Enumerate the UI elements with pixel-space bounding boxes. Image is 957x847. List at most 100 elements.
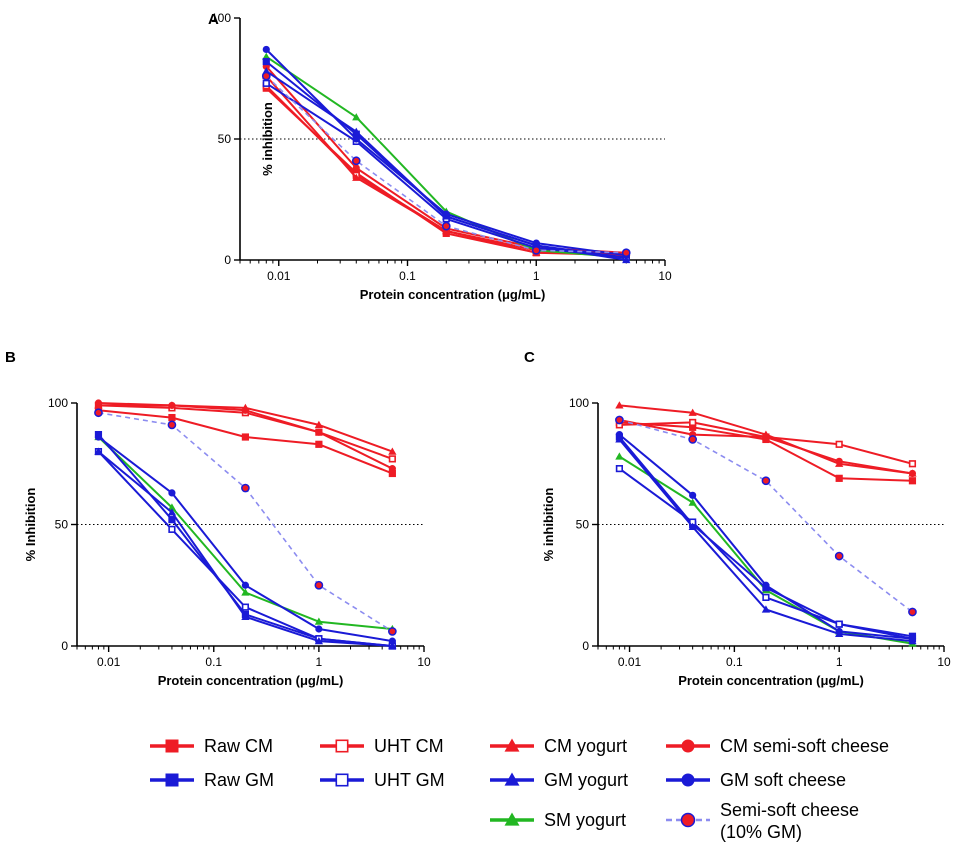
data-point [762,581,770,589]
legend-label: Raw GM [204,770,274,790]
legend-marker [165,773,179,787]
y-axis-title: % inhibition [260,102,275,176]
data-point [241,483,250,493]
data-point [352,135,360,143]
data-point [241,406,250,414]
data-point [761,476,771,486]
series-gm-yogurt [94,447,397,650]
legend-marker [680,812,696,828]
y-tick-label: 50 [218,132,232,146]
data-point [835,440,843,448]
x-tick-label: 1 [533,269,540,283]
legend-item-gm-soft-cheese: GM soft cheese [666,770,846,790]
series-raw-cm [94,406,396,478]
legend-item-gm-yogurt: GM yogurt [490,770,628,790]
series-line-cm-semi-soft-cheese [619,419,913,475]
data-point [388,641,397,650]
data-point [615,430,623,439]
data-point [689,491,697,499]
data-point [241,603,250,611]
data-point [262,79,270,87]
data-point [441,221,451,231]
data-point [94,399,103,407]
data-point [168,413,176,422]
data-point [762,593,770,601]
data-point [621,248,631,258]
legend-item-cm-semi-soft-cheese: CM semi-soft cheese [666,736,889,756]
data-point [94,447,103,455]
data-point [241,433,250,441]
data-point [835,627,843,636]
data-point [615,415,624,425]
data-point [167,420,177,430]
y-tick-label: 100 [211,11,231,25]
series-semi-soft-cheese-10-gm [615,415,917,617]
data-point [241,612,250,620]
series-gm-soft-cheese [94,433,396,645]
legend-marker [504,772,520,786]
data-point [314,637,324,645]
legend-label: Raw CM [204,736,273,756]
y-tick-label: 0 [61,639,68,653]
legend-label: CM semi-soft cheese [720,736,889,756]
data-point [615,465,623,473]
x-axis-title: Protein concentration (μg/mL) [158,673,344,688]
data-point [442,210,450,218]
y-axis-title: % Inhibition [23,488,38,562]
legend-marker [335,739,349,753]
x-tick-label: 1 [316,655,323,669]
series-cm-semi-soft-cheese [94,399,396,473]
data-point [94,433,103,441]
legend-item-raw-cm: Raw CM [150,736,273,756]
series-semi-soft-cheese-10-gm [94,408,397,636]
data-point [314,617,324,625]
x-axis-title: Protein concentration (μg/mL) [360,287,546,302]
x-tick-label: 0.01 [97,655,121,669]
data-point [94,408,103,418]
legend-item-raw-gm: Raw GM [150,770,274,790]
data-point [688,498,697,506]
data-point [834,551,844,561]
data-point [622,255,631,264]
data-point [388,627,397,636]
data-point [168,489,176,497]
legend-item-uht-gm: UHT GM [320,770,445,790]
legend-item-uht-cm: UHT CM [320,736,444,756]
series-gm-soft-cheese [262,45,630,259]
data-point [835,620,843,628]
x-tick-label: 0.01 [267,269,291,283]
series-sm-yogurt [94,432,397,633]
panel-b: B 0 50 100 0.01 0.1 1 10 Protein concentration (… [5,349,431,688]
legend-label: CM yogurt [544,736,627,756]
panel-letter-a: A [208,11,219,28]
data-point [168,516,176,524]
y-tick-label: 0 [582,639,589,653]
legend: Raw CM Raw GM UHT CM UHT GM CM yogurt GM yogu… [150,736,889,842]
data-point [352,127,361,135]
x-axis-title: Protein concentration (μg/mL) [678,673,864,688]
data-point [908,635,917,643]
data-point [241,581,250,589]
x-tick-label: 10 [937,655,951,669]
legend-marker [165,739,179,753]
legend-item-semi-soft-cheese-10-gm: Semi-soft cheese (10% GM) [666,800,859,842]
data-point [908,477,917,485]
series-gm-soft-cheese [615,430,917,643]
x-tick-label: 1 [836,655,843,669]
legend-item-sm-yogurt: SM yogurt [490,810,626,830]
series-uht-gm [615,465,917,643]
x-tick-label: 0.1 [726,655,743,669]
legend-label: GM soft cheese [720,770,846,790]
legend-label: UHT GM [374,770,445,790]
data-point [615,401,624,409]
data-point [315,625,323,633]
data-point [262,45,270,54]
data-point [352,164,360,172]
data-point [531,245,541,255]
data-point [388,447,397,455]
y-tick-label: 100 [569,396,589,410]
legend-label: GM yogurt [544,770,628,790]
legend-marker [335,773,349,787]
data-point [314,420,324,428]
